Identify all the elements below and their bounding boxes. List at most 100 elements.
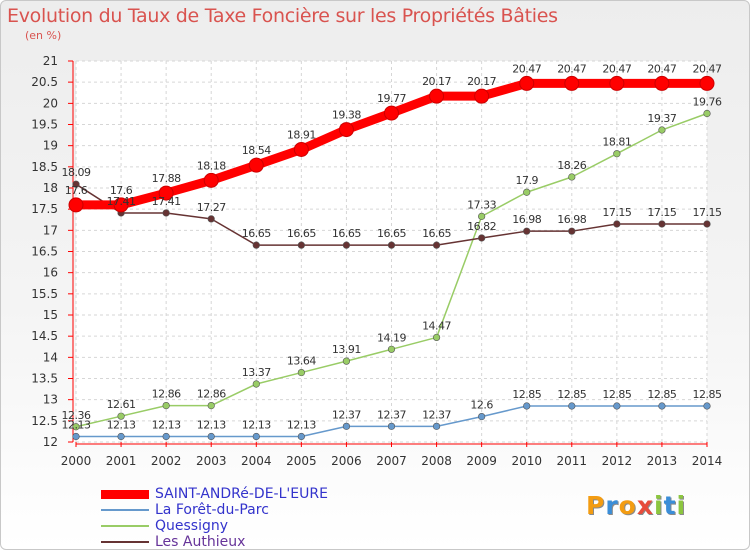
y-tick-label: 17: [43, 223, 58, 237]
data-label: 12.86: [197, 388, 226, 401]
data-label: 12.13: [242, 418, 271, 431]
series-point: [658, 220, 666, 228]
data-label: 12.13: [287, 418, 316, 431]
chart-title: Evolution du Taux de Taxe Foncière sur l…: [7, 5, 558, 27]
x-tick-label: 2005: [286, 454, 317, 468]
series-point: [387, 345, 396, 353]
data-label: 17.6: [110, 184, 133, 197]
series-point: [252, 241, 260, 249]
series-point: [613, 402, 621, 410]
data-label: 16.65: [332, 227, 361, 240]
y-axis-unit: (en %): [25, 29, 62, 42]
data-label: 18.26: [557, 159, 586, 172]
data-label: 17.27: [197, 201, 226, 214]
data-label: 12.85: [557, 388, 586, 401]
series-point: [523, 402, 531, 410]
data-label: 20.17: [467, 75, 496, 88]
data-label: 12.37: [422, 408, 451, 421]
x-tick-label: 2007: [376, 454, 407, 468]
data-label: 16.98: [557, 213, 586, 226]
data-label: 12.13: [152, 418, 181, 431]
data-label: 16.98: [512, 213, 541, 226]
series-point: [703, 220, 711, 228]
data-label: 17.88: [152, 172, 181, 185]
series-point: [568, 227, 576, 235]
data-label: 18.54: [242, 144, 271, 157]
legend-label: SAINT-ANDRé-DE-L'EURE: [155, 486, 328, 502]
x-tick-label: 2001: [106, 454, 137, 468]
data-label: 14.19: [377, 331, 406, 344]
x-tick-label: 2003: [196, 454, 227, 468]
data-label: 16.65: [242, 227, 271, 240]
series-point: [429, 88, 445, 104]
y-tick-label: 15.5: [31, 287, 58, 301]
series-point: [117, 412, 125, 420]
series-point: [203, 172, 219, 188]
x-tick-label: 2011: [557, 454, 588, 468]
series-point: [703, 402, 711, 410]
data-label: 13.91: [332, 343, 361, 356]
series-point: [293, 141, 309, 157]
legend-label: Quessigny: [155, 518, 229, 534]
data-label: 19.76: [693, 95, 722, 108]
y-tick-label: 14.5: [31, 329, 58, 343]
series-point: [564, 75, 580, 91]
data-label: 17.15: [602, 206, 631, 219]
series-point: [478, 212, 486, 220]
series-point: [699, 75, 715, 91]
series-point: [384, 105, 399, 121]
y-tick-label: 19.5: [31, 118, 58, 132]
data-label: 12.37: [377, 408, 406, 421]
y-tick-label: 13: [43, 393, 58, 407]
series-point: [117, 432, 125, 441]
series-point: [248, 157, 264, 173]
series-point: [474, 88, 490, 104]
series-point: [338, 122, 354, 138]
legend-swatch: [101, 541, 149, 543]
series-point: [658, 402, 666, 410]
series-point: [658, 126, 666, 134]
data-label: 20.47: [602, 62, 631, 75]
y-tick-label: 13.5: [31, 372, 58, 386]
series-point: [342, 422, 351, 430]
data-label: 12.37: [332, 408, 361, 421]
y-tick-label: 15: [43, 308, 58, 322]
data-label: 17.41: [107, 195, 136, 208]
y-tick-label: 18: [43, 181, 58, 195]
series-point: [162, 432, 170, 441]
series-point: [72, 423, 80, 431]
series-point: [432, 333, 441, 342]
data-label: 12.36: [62, 409, 91, 422]
x-tick-label: 2012: [602, 454, 633, 468]
data-label: 17.15: [647, 206, 676, 219]
series-point: [432, 241, 441, 249]
data-label: 20.17: [422, 75, 451, 88]
series-point: [162, 209, 170, 217]
series-point: [478, 413, 486, 421]
data-label: 18.09: [62, 166, 91, 179]
data-label: 13.64: [287, 355, 316, 368]
series-point: [207, 215, 215, 223]
y-tick-label: 16: [43, 266, 58, 280]
series-point: [72, 432, 80, 441]
data-label: 17.9: [515, 174, 538, 187]
legend-label: Les Authieux: [155, 534, 246, 550]
series-point: [207, 401, 215, 410]
series-point: [297, 241, 305, 249]
y-tick-label: 16.5: [31, 245, 58, 259]
series-point: [252, 380, 260, 388]
data-label: 12.85: [602, 388, 631, 401]
series-point: [252, 432, 260, 441]
x-tick-label: 2006: [331, 454, 362, 468]
x-tick-label: 2014: [692, 454, 723, 468]
series-point: [158, 185, 174, 201]
series-point: [432, 422, 441, 430]
x-tick-label: 2008: [421, 454, 452, 468]
data-label: 12.6: [470, 399, 493, 412]
data-label: 16.65: [377, 227, 406, 240]
y-tick-label: 14: [43, 350, 58, 364]
series-point: [568, 173, 576, 181]
data-label: 12.13: [107, 418, 136, 431]
